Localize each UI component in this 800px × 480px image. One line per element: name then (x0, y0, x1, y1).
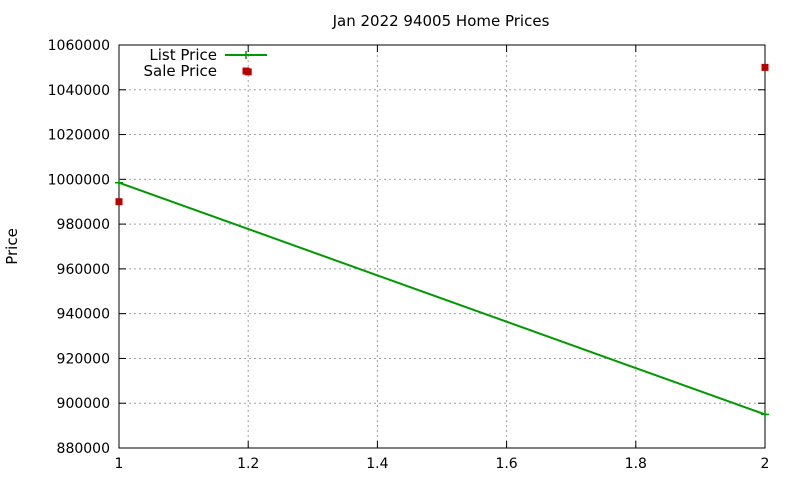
y-tick-label: 900000 (57, 396, 110, 412)
x-tick-label: 1.2 (237, 456, 259, 472)
y-tick-label: 960000 (57, 262, 110, 278)
x-tick-label: 1 (115, 456, 124, 472)
axis-layer: 1 1.2 1.4 1.6 1.8 2 880000 900000 920000 940000 96… (48, 38, 770, 472)
chart-title: Jan 2022 94005 Home Prices (332, 12, 550, 30)
y-axis-label: Price (3, 228, 21, 265)
y-tick-label: 940000 (57, 307, 110, 323)
grid-layer (119, 45, 765, 448)
x-tick-label: 2 (761, 456, 770, 472)
x-tick-label: 1.4 (366, 456, 388, 472)
legend-square-swatch (242, 67, 250, 75)
y-tick-label: 980000 (57, 217, 110, 233)
data-point (761, 410, 769, 419)
x-tick-label: 1.8 (625, 456, 647, 472)
data-point (761, 63, 769, 71)
y-tick-label: 880000 (57, 441, 110, 457)
data-point (115, 178, 123, 187)
y-tick-label: 1040000 (48, 83, 110, 99)
y-tick-label: 1020000 (48, 128, 110, 144)
data-point (115, 198, 123, 206)
legend-label: List Price (149, 46, 217, 64)
series-layer (115, 63, 769, 419)
legend-cross-swatch (242, 51, 250, 59)
y-tick-label: 1000000 (48, 172, 110, 188)
y-tick-label: 920000 (57, 351, 110, 367)
x-tick-label: 1.6 (495, 456, 517, 472)
plot-border (118, 44, 766, 449)
series-line (118, 181, 766, 416)
y-tick-label: 1060000 (48, 38, 110, 54)
legend-label: Sale Price (144, 62, 217, 80)
series-list-price (115, 178, 769, 419)
